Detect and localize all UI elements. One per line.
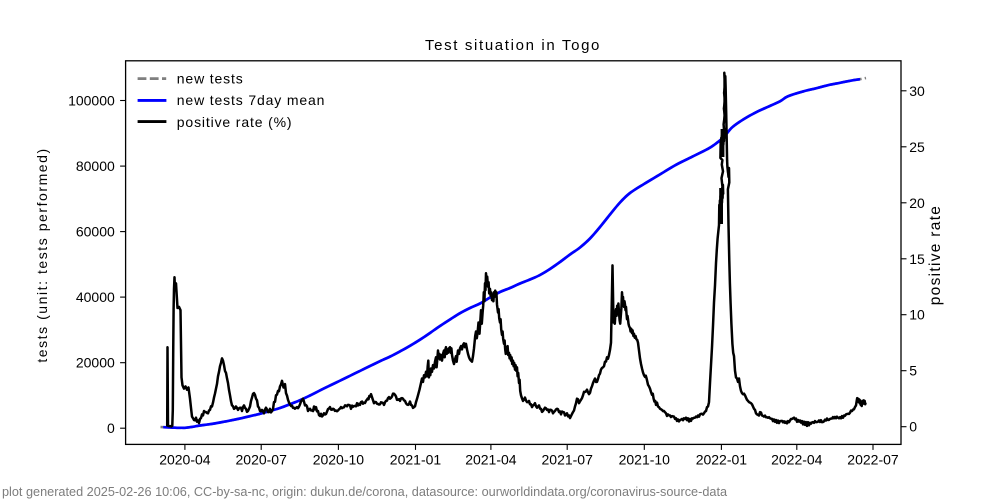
- svg-text:2021-10: 2021-10: [619, 451, 671, 467]
- svg-text:2022-04: 2022-04: [771, 451, 823, 467]
- svg-text:positive rate: positive rate: [927, 205, 944, 305]
- svg-text:25: 25: [909, 139, 925, 155]
- svg-text:2022-01: 2022-01: [696, 451, 748, 467]
- svg-text:2020-10: 2020-10: [313, 451, 365, 467]
- svg-text:new tests 7day mean: new tests 7day mean: [177, 92, 325, 108]
- svg-text:0: 0: [909, 419, 917, 435]
- svg-text:tests (unit: tests performed): tests (unit: tests performed): [34, 147, 50, 362]
- svg-text:plot generated 2025-02-26 10:0: plot generated 2025-02-26 10:06, CC-by-s…: [2, 485, 728, 499]
- svg-text:2021-07: 2021-07: [542, 451, 594, 467]
- svg-text:40000: 40000: [76, 289, 115, 305]
- svg-text:5: 5: [909, 363, 917, 379]
- svg-text:15: 15: [909, 251, 925, 267]
- svg-text:100000: 100000: [68, 93, 115, 109]
- svg-text:new tests: new tests: [177, 70, 244, 86]
- svg-text:positive rate (%): positive rate (%): [177, 114, 293, 130]
- svg-text:80000: 80000: [76, 158, 115, 174]
- svg-text:Test situation in Togo: Test situation in Togo: [425, 37, 601, 54]
- svg-text:60000: 60000: [76, 224, 115, 240]
- svg-text:2021-04: 2021-04: [465, 451, 517, 467]
- svg-text:2021-01: 2021-01: [390, 451, 442, 467]
- svg-text:20000: 20000: [76, 355, 115, 371]
- svg-text:2020-07: 2020-07: [236, 451, 288, 467]
- svg-text:2022-07: 2022-07: [847, 451, 899, 467]
- svg-text:30: 30: [909, 83, 925, 99]
- svg-text:0: 0: [107, 420, 115, 436]
- svg-text:2020-04: 2020-04: [159, 451, 211, 467]
- svg-text:20: 20: [909, 195, 925, 211]
- svg-text:10: 10: [909, 307, 925, 323]
